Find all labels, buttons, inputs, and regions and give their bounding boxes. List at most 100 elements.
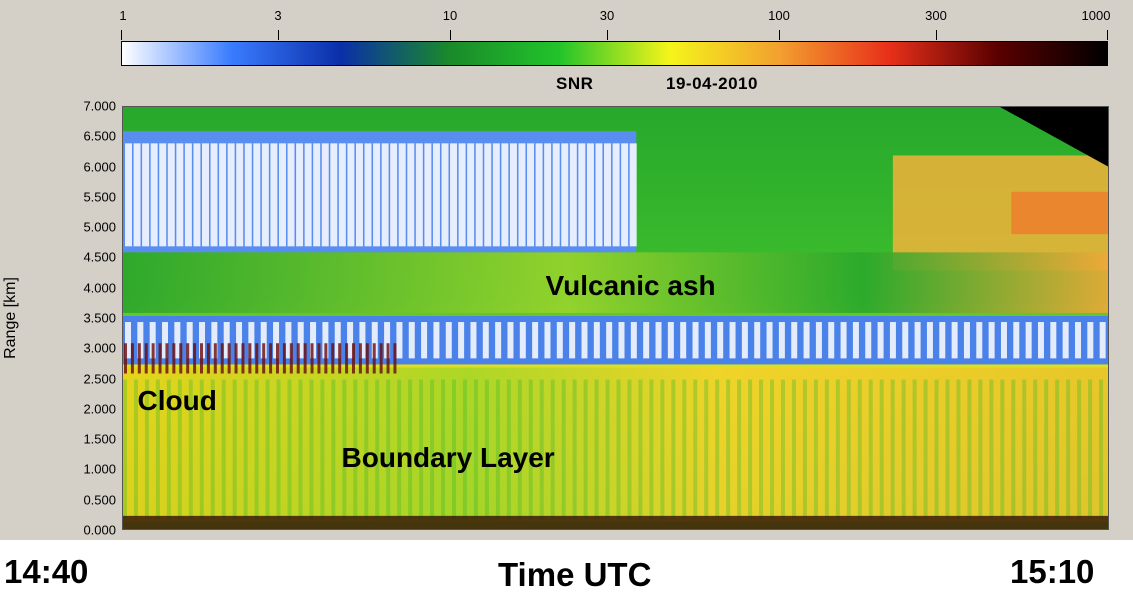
noise-stripe <box>482 322 489 359</box>
cloud-top-mark <box>345 343 349 374</box>
noise-stripe <box>791 322 798 359</box>
noise-stripe <box>219 143 227 247</box>
cloud-top-mark <box>310 343 314 374</box>
cloud-top-mark <box>213 343 217 374</box>
noise-stripe <box>593 322 600 359</box>
noise-stripe <box>1013 322 1020 359</box>
boundary-stripe <box>166 379 171 519</box>
noise-stripe <box>766 322 773 359</box>
boundary-stripe <box>188 379 193 519</box>
noise-stripe <box>507 322 514 359</box>
y-tick-label: 6.000 <box>83 159 116 175</box>
noise-stripe <box>561 143 569 247</box>
boundary-stripe <box>660 379 665 519</box>
noise-stripe <box>865 322 872 359</box>
boundary-stripe <box>133 379 138 519</box>
boundary-stripe <box>123 379 127 519</box>
colorbar-tick-mark <box>450 30 451 40</box>
cloud-top-mark <box>372 343 376 374</box>
noise-stripe <box>261 143 269 247</box>
noise-stripe <box>1025 322 1032 359</box>
noise-stripe <box>569 322 576 359</box>
boundary-stripe <box>331 379 336 519</box>
noise-stripe <box>467 143 475 247</box>
boundary-stripe <box>704 379 709 519</box>
noise-stripe <box>501 143 509 247</box>
heatmap-svg <box>123 107 1108 529</box>
noise-stripe <box>445 322 452 359</box>
boundary-stripe <box>397 379 402 519</box>
noise-stripe <box>433 322 440 359</box>
noise-stripe <box>458 322 465 359</box>
cloud-top-mark <box>248 343 252 374</box>
noise-stripe <box>1050 322 1057 359</box>
noise-stripe <box>355 143 363 247</box>
boundary-stripe <box>550 379 555 519</box>
noise-stripe <box>902 322 909 359</box>
boundary-stripe <box>177 379 182 519</box>
colorbar <box>121 41 1108 66</box>
boundary-stripe <box>408 379 413 519</box>
noise-stripe <box>556 322 563 359</box>
boundary-stripe <box>583 379 588 519</box>
noise-stripe <box>210 143 218 247</box>
noise-stripe <box>729 322 736 359</box>
noise-stripe <box>484 143 492 247</box>
boundary-stripe <box>682 379 687 519</box>
noise-stripe <box>655 322 662 359</box>
y-tick-label: 2.500 <box>83 371 116 387</box>
boundary-stripe <box>693 379 698 519</box>
boundary-stripe <box>781 379 785 519</box>
boundary-stripe <box>824 379 829 519</box>
cloud-top-mark <box>289 343 293 374</box>
cloud-top-mark <box>130 343 134 374</box>
noise-stripe <box>371 322 378 359</box>
colorbar-tick-label: 100 <box>768 8 790 23</box>
noise-stripe <box>334 322 341 359</box>
boundary-stripe <box>605 379 610 519</box>
boundary-stripe <box>210 379 215 519</box>
noise-stripe <box>586 143 594 247</box>
y-axis-label: Range [km] <box>2 277 19 359</box>
boundary-stripe <box>243 379 248 519</box>
noise-stripe <box>815 322 822 359</box>
noise-stripe <box>581 322 588 359</box>
boundary-stripe <box>265 379 270 519</box>
noise-stripe <box>149 322 156 359</box>
noise-stripe <box>692 322 699 359</box>
boundary-stripe <box>901 379 906 519</box>
noise-stripe <box>137 322 144 359</box>
noise-stripe <box>176 143 184 247</box>
boundary-stripe <box>813 379 818 519</box>
cloud-top-mark <box>324 343 328 374</box>
boundary-stripe <box>956 379 961 519</box>
y-tick-label: 7.000 <box>83 98 116 114</box>
colorbar-tick-mark <box>121 30 122 40</box>
noise-stripe <box>803 322 810 359</box>
noise-stripe <box>313 143 321 247</box>
noise-stripe <box>612 143 620 247</box>
boundary-stripe <box>364 379 369 519</box>
boundary-stripe <box>495 379 500 519</box>
noise-stripe <box>458 143 466 247</box>
cloud-top-mark <box>172 343 176 374</box>
boundary-stripe <box>506 379 511 519</box>
surface-band <box>123 515 1108 529</box>
noise-stripe <box>193 143 201 247</box>
cloud-top-mark <box>227 343 231 374</box>
noise-stripe <box>167 143 175 247</box>
noise-stripe <box>629 143 637 247</box>
noise-stripe <box>150 143 158 247</box>
cloud-top-mark <box>262 343 266 374</box>
noise-stripe <box>211 322 218 359</box>
noise-stripe <box>322 322 329 359</box>
noise-stripe <box>424 143 432 247</box>
boundary-stripe <box>517 379 522 519</box>
boundary-stripe <box>879 379 884 519</box>
noise-stripe <box>604 143 612 247</box>
cloud-top-mark <box>282 343 286 374</box>
colorbar-tick-label: 1000 <box>1081 8 1111 23</box>
boundary-stripe <box>199 379 204 519</box>
noise-stripe <box>532 322 539 359</box>
cloud-top-mark <box>379 343 383 374</box>
